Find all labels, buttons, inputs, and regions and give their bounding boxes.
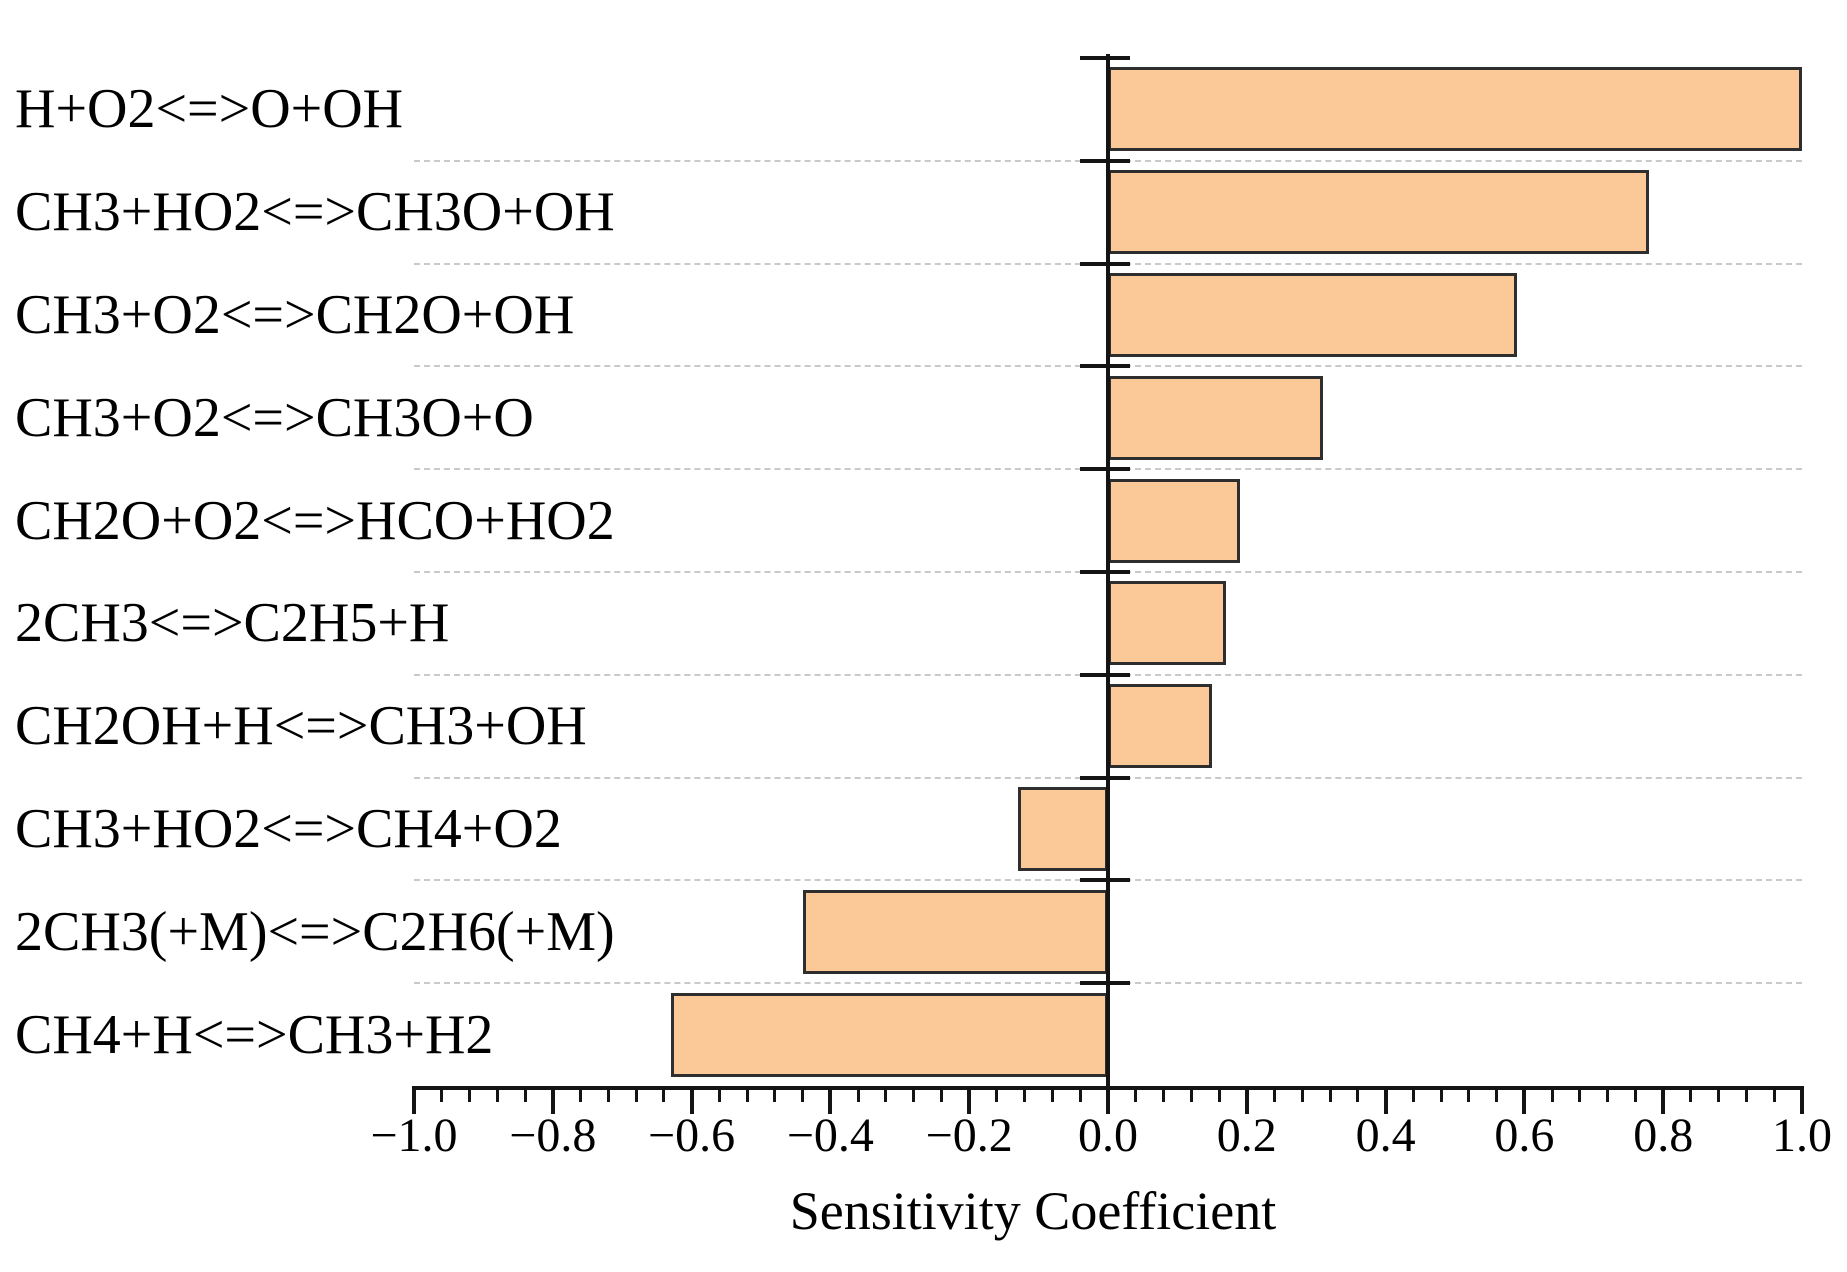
row-boundary-tick [1080,878,1130,883]
x-tick-label: 0.4 [1355,1109,1416,1162]
x-minor-tick [1578,1086,1582,1102]
x-minor-tick [495,1086,499,1102]
x-major-tick [1383,1086,1388,1114]
category-label: CH2OH+H<=>CH3+OH [15,695,587,758]
x-major-tick [689,1086,694,1114]
x-minor-tick [468,1086,472,1102]
category-label: 2CH3<=>C2H5+H [15,592,450,655]
x-minor-tick [912,1086,916,1102]
row-boundary-tick [1080,467,1130,472]
x-minor-tick [1356,1086,1360,1102]
bar [1017,787,1108,871]
x-minor-tick [1217,1086,1221,1102]
bar [1108,684,1213,769]
row-boundary-tick [1080,672,1130,677]
category-label: CH4+H<=>CH3+H2 [15,1003,494,1066]
bar [1108,170,1650,255]
x-minor-tick [1328,1086,1332,1102]
category-label: CH3+O2<=>CH2O+OH [15,284,575,346]
x-major-tick [967,1086,972,1114]
bar [1108,67,1802,152]
x-tick-label: 0.8 [1633,1109,1694,1162]
bar [1108,581,1226,666]
x-minor-tick [1633,1086,1637,1102]
x-minor-tick [440,1086,444,1102]
x-tick-label: 1.0 [1772,1109,1832,1162]
x-minor-tick [995,1086,999,1102]
x-minor-tick [662,1086,666,1102]
x-tick-label: −0.8 [509,1109,597,1162]
x-major-tick [1800,1086,1804,1114]
row-boundary-tick [1080,158,1130,163]
row-boundary-tick [1080,56,1130,60]
x-tick-label: −1.0 [370,1109,458,1162]
x-tick-label: 0.0 [1078,1109,1138,1162]
x-minor-tick [1717,1086,1721,1102]
bar [670,992,1108,1077]
x-major-tick [1661,1086,1666,1114]
x-minor-tick [1189,1086,1193,1102]
category-label: CH2O+O2<=>HCO+HO2 [15,489,615,552]
x-minor-tick [1606,1086,1610,1102]
x-tick-label: −0.2 [925,1109,1013,1162]
x-minor-tick [1023,1086,1027,1102]
x-tick-label: −0.4 [786,1109,874,1162]
x-minor-tick [1467,1086,1471,1102]
x-minor-tick [1411,1086,1415,1102]
bar [1108,273,1518,357]
x-minor-tick [1162,1086,1166,1102]
row-boundary-tick [1080,570,1130,574]
row-boundary-tick [1080,261,1130,266]
x-minor-tick [1744,1086,1748,1102]
x-minor-tick [856,1086,860,1102]
x-minor-tick [1300,1086,1304,1102]
x-minor-tick [1550,1086,1554,1102]
category-label: 2CH3(+M)<=>C2H6(+M) [15,900,615,963]
x-major-tick [550,1086,555,1114]
x-minor-tick [745,1086,749,1102]
x-minor-tick [1689,1086,1693,1102]
row-boundary-tick [1080,775,1130,780]
x-tick-label: 0.2 [1216,1109,1277,1162]
x-major-tick [412,1086,416,1114]
category-label: CH3+HO2<=>CH4+O2 [15,798,562,860]
x-minor-tick [1078,1086,1082,1102]
x-minor-tick [717,1086,721,1102]
zero-axis-line [1106,54,1110,1090]
x-minor-tick [773,1086,777,1102]
category-label: CH3+HO2<=>CH3O+OH [15,181,615,244]
category-label: CH3+O2<=>CH3O+O [15,386,534,449]
category-label: H+O2<=>O+OH [15,78,404,141]
x-minor-tick [1273,1086,1277,1102]
x-major-tick [828,1086,833,1114]
x-minor-tick [939,1086,943,1102]
row-boundary-tick [1080,364,1130,369]
row-boundary-tick [1080,981,1130,986]
x-minor-tick [1772,1086,1776,1102]
x-minor-tick [1134,1086,1138,1102]
x-minor-tick [523,1086,527,1102]
x-tick-label: −0.6 [648,1109,736,1162]
x-minor-tick [801,1086,805,1102]
x-minor-tick [884,1086,888,1102]
x-minor-tick [1439,1086,1443,1102]
x-minor-tick [1050,1086,1054,1102]
bar [802,889,1108,974]
x-major-tick [1522,1086,1527,1114]
x-axis-title: Sensitivity Coefficient [789,1181,1277,1241]
x-tick-label: 0.6 [1494,1109,1555,1162]
x-minor-tick [579,1086,583,1102]
bar [1108,478,1240,563]
x-major-tick [1106,1086,1110,1114]
x-minor-tick [1495,1086,1499,1102]
x-minor-tick [634,1086,638,1102]
bar [1108,375,1324,460]
x-minor-tick [606,1086,610,1102]
x-major-tick [1244,1086,1249,1114]
